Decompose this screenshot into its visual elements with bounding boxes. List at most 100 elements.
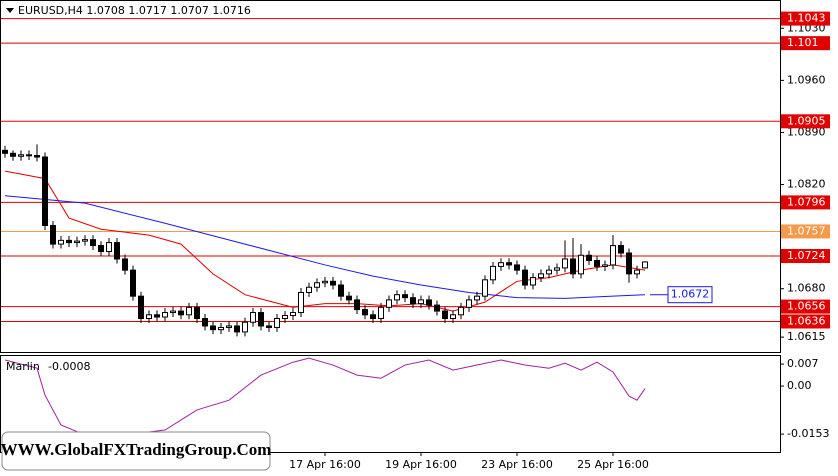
level-label-box	[781, 11, 830, 26]
candle-body	[250, 312, 256, 323]
level-label: 1.0757	[787, 224, 826, 237]
candle-body	[586, 254, 592, 261]
candle-body	[514, 264, 520, 271]
level-label-box	[781, 195, 830, 210]
candle-body	[170, 310, 176, 314]
candle-body	[66, 239, 72, 244]
candle-body	[570, 258, 576, 275]
level-label-box	[781, 249, 830, 263]
y-tick-label: -0.0153	[787, 427, 829, 440]
candle-body	[2, 149, 8, 154]
candle-body	[626, 252, 632, 275]
candle-body	[346, 295, 352, 301]
candle-body	[402, 294, 408, 299]
candle-body	[530, 277, 536, 286]
candle-body	[242, 321, 248, 333]
candle-body	[298, 291, 304, 314]
y-tick-label: 1.0890	[787, 125, 826, 138]
candle-body	[210, 325, 216, 331]
candle-body	[578, 254, 584, 275]
candle-body	[138, 295, 144, 320]
candle-body	[74, 240, 80, 244]
level-label-box	[781, 299, 830, 314]
x-tick-label: 23 Apr 16:00	[481, 458, 553, 471]
watermark-box	[1, 431, 271, 471]
candle-body	[538, 273, 544, 279]
candle-body	[466, 299, 472, 308]
candle-body	[562, 258, 568, 269]
candle-body	[498, 262, 504, 267]
candle-body	[274, 318, 280, 328]
level-label-box	[781, 314, 830, 329]
y-tick-label: 0.00	[787, 379, 812, 392]
candle-body	[34, 155, 40, 158]
candle-body	[114, 242, 120, 260]
candle-body	[258, 312, 264, 327]
level-label-box	[781, 114, 830, 129]
candle-body	[458, 306, 464, 316]
candle-body	[10, 152, 16, 157]
candle-body	[354, 299, 360, 311]
candle-body	[122, 258, 128, 271]
x-tick-label: 25 Apr 16:00	[577, 458, 649, 471]
candle-body	[618, 245, 624, 254]
candle-body	[186, 306, 192, 316]
main-frame	[0, 0, 781, 353]
candle-body	[18, 154, 24, 157]
candle-body	[218, 326, 224, 331]
price-label-box	[667, 286, 713, 304]
candle-body	[162, 312, 168, 318]
candle-body	[634, 269, 640, 275]
line	[4, 170, 646, 312]
candle-body	[202, 318, 208, 327]
level-label-box	[781, 224, 830, 239]
candle-body	[194, 306, 200, 320]
candle-body	[266, 325, 272, 328]
candle-body	[226, 325, 232, 328]
candle-body	[362, 309, 368, 316]
candle-body	[130, 269, 136, 297]
candle-body	[602, 264, 608, 267]
line	[4, 195, 646, 299]
candle-body	[338, 284, 344, 297]
indicator-name: Marlin	[6, 360, 40, 373]
candle-body	[434, 304, 440, 312]
candle-body	[178, 310, 184, 316]
candle-body	[322, 280, 328, 284]
candle-body	[42, 156, 48, 226]
candle-body	[474, 295, 480, 301]
oscillator-frame	[0, 355, 781, 453]
candle-body	[386, 299, 392, 308]
y-tick-label: 1.0615	[787, 330, 826, 343]
candle-body	[370, 314, 376, 320]
candle-body	[546, 269, 552, 275]
candle-body	[82, 239, 88, 242]
candle-body	[306, 286, 312, 293]
level-label: 1.0796	[787, 195, 826, 208]
candle-body	[442, 310, 448, 320]
candle-body	[314, 282, 320, 288]
level-label: 1.0905	[787, 114, 826, 127]
x-tick-label: 19 Apr 16:00	[385, 458, 457, 471]
y-tick-label: 0.007	[787, 357, 819, 370]
level-label: 1.101	[787, 36, 819, 49]
candle-body	[146, 314, 152, 320]
chart-title: EURUSD,H4 1.0708 1.0717 1.0707 1.0716	[18, 4, 251, 17]
y-tick-label: 1.0820	[787, 178, 826, 191]
candle-body	[490, 265, 496, 281]
level-label: 1.1043	[787, 12, 826, 25]
indicator-value: -0.0008	[48, 360, 90, 373]
candle-body	[330, 280, 336, 286]
y-tick-label: 1.0960	[787, 73, 826, 86]
candle-body	[98, 245, 104, 253]
candle-body	[642, 261, 648, 269]
candle-body	[554, 267, 560, 271]
candle-body	[106, 242, 112, 253]
candle-body	[378, 306, 384, 320]
candle-body	[610, 245, 616, 266]
candle-body	[506, 262, 512, 266]
watermark: WWW.GlobalFXTradingGroup.Com	[1, 440, 272, 459]
candle-body	[154, 314, 160, 318]
